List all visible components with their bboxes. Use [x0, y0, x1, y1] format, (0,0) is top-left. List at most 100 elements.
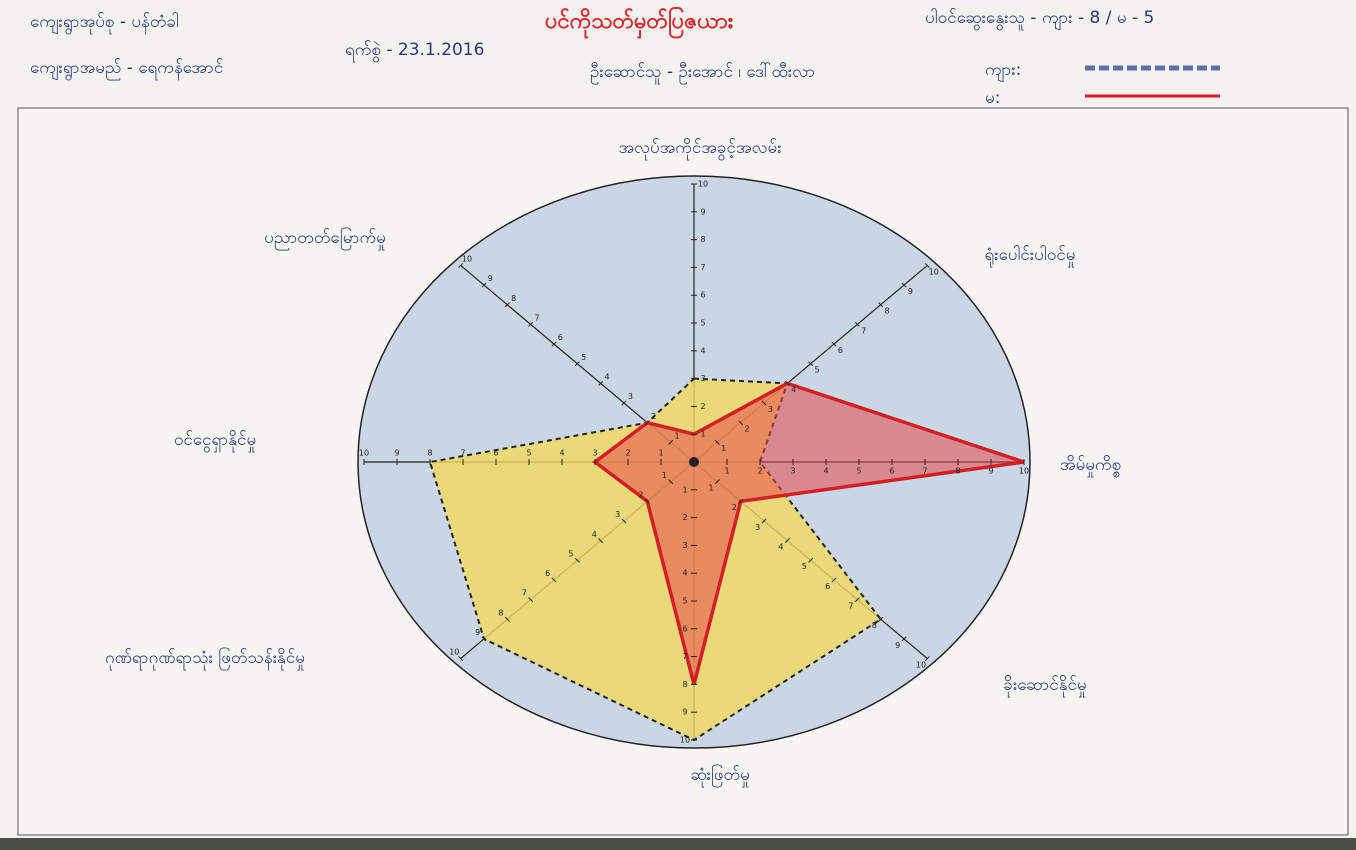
tick-label: 4 — [778, 542, 783, 551]
tick-label: 8 — [427, 449, 432, 458]
tick-label: 7 — [534, 314, 539, 323]
tick-label: 1 — [708, 484, 713, 493]
tick-label: 2 — [651, 412, 656, 421]
legend-label: မ: — [985, 88, 1000, 108]
tick-label: 2 — [744, 425, 749, 434]
axis-label: ဝင်ငွေရှာနိုင်မှု — [174, 430, 256, 453]
tick-label: 8 — [498, 608, 503, 617]
axis-label: အိမ်မှုကိစ္စ — [1060, 455, 1121, 478]
tick-label: 8 — [955, 467, 960, 476]
tick-mark — [808, 361, 814, 367]
tick-label: 1 — [700, 430, 705, 439]
tick-label: 1 — [674, 431, 679, 440]
participants: ပါဝင်ဆွေးနွေးသူ - ကျား - 8 / မ - 5 — [925, 7, 1154, 31]
tick-label: 1 — [662, 471, 667, 480]
tick-label: 5 — [682, 597, 687, 606]
tick-label: 7 — [700, 263, 705, 272]
tick-label: 9 — [488, 274, 493, 283]
tick-mark — [551, 577, 557, 583]
tick-mark — [528, 321, 534, 327]
tick-mark — [621, 518, 627, 524]
tick-label: 9 — [988, 467, 993, 476]
tick-mark — [924, 262, 930, 268]
tick-label: 5 — [581, 353, 586, 362]
date: ရက်စွဲ - 23.1.2016 — [345, 40, 484, 63]
tick-label: 2 — [638, 490, 643, 499]
tick-label: 9 — [908, 287, 913, 296]
tick-label: 4 — [592, 530, 597, 539]
tick-label: 6 — [825, 582, 830, 591]
village: ကျေးရွာအမည် - ရေကန်အောင် — [30, 58, 223, 81]
tick-mark — [504, 302, 510, 308]
tick-mark — [854, 321, 860, 327]
tick-mark — [738, 420, 744, 426]
tick-mark — [458, 656, 464, 662]
tick-label: 1 — [682, 485, 687, 494]
legend-label: ကျား: — [985, 60, 1021, 83]
tick-label: 3 — [615, 510, 620, 519]
axis-label: ပညာတတ်မြောက်မှု — [264, 226, 386, 251]
tick-label: 5 — [856, 467, 861, 476]
tick-label: 4 — [604, 373, 609, 382]
tick-mark — [598, 380, 604, 386]
tick-label: 1 — [724, 467, 729, 476]
tick-mark — [924, 656, 930, 662]
tick-label: 8 — [511, 294, 516, 303]
tick-label: 10 — [929, 267, 939, 276]
axis-label: ဂုဏ်ရာဂုဏ်ရာသုံး ဖြတ်သန်းနိုင်မှု — [105, 646, 305, 671]
tick-mark — [901, 282, 907, 288]
axis-label: ရုံးပေါင်းပါဝင်မှု — [984, 244, 1075, 268]
tick-label: 7 — [460, 449, 465, 458]
tick-label: 6 — [682, 624, 687, 633]
tick-label: 10 — [1019, 467, 1029, 476]
tick-label: 8 — [700, 235, 705, 244]
tick-label: 7 — [522, 589, 527, 598]
tick-label: 4 — [559, 449, 564, 458]
tick-label: 9 — [682, 708, 687, 717]
tick-label: 9 — [475, 628, 480, 637]
tick-label: 1 — [721, 444, 726, 453]
tick-mark — [598, 538, 604, 544]
tick-mark — [551, 341, 557, 347]
tick-mark — [854, 597, 860, 603]
tick-label: 6 — [545, 569, 550, 578]
tick-label: 4 — [791, 385, 796, 394]
tick-mark — [714, 439, 720, 445]
village-tract: ကျေးရွာအုပ်စု - ပန်တံခါ — [30, 11, 179, 35]
axis-label: အလုပ်အကိုင်အခွင့်အလမ်း — [618, 138, 781, 161]
tick-mark — [668, 479, 674, 485]
tick-label: 10 — [359, 449, 369, 458]
tick-mark — [574, 557, 580, 563]
tick-mark — [644, 420, 650, 426]
tick-label: 10 — [462, 255, 472, 264]
tick-label: 6 — [558, 333, 563, 342]
tick-mark — [504, 616, 510, 622]
tick-label: 2 — [757, 467, 762, 476]
tick-label: 4 — [823, 467, 828, 476]
tick-mark — [784, 380, 790, 386]
tick-label: 8 — [884, 307, 889, 316]
tick-label: 10 — [680, 736, 690, 745]
tick-label: 3 — [700, 374, 705, 383]
tick-label: 9 — [394, 449, 399, 458]
tick-label: 2 — [682, 513, 687, 522]
tick-label: 5 — [526, 449, 531, 458]
tick-label: 6 — [889, 467, 894, 476]
tick-mark — [481, 282, 487, 288]
tick-label: 9 — [895, 641, 900, 650]
axis-label: ခိုးဆောင်နိုင်မှု — [1003, 675, 1086, 698]
tick-mark — [878, 302, 884, 308]
tick-mark — [458, 262, 464, 268]
tick-label: 4 — [682, 569, 687, 578]
tick-label: 3 — [682, 541, 687, 550]
facilitators: ဦးဆောင်သူ - ဦးအောင် ၊ ဒေါ်ထီးလာ — [590, 61, 815, 85]
tick-mark — [831, 341, 837, 347]
table-edge — [0, 838, 1356, 850]
tick-mark — [808, 557, 814, 563]
tick-label: 8 — [872, 621, 877, 630]
tick-mark — [901, 636, 907, 642]
tick-label: 4 — [700, 346, 705, 355]
tick-label: 7 — [848, 601, 853, 610]
tick-label: 3 — [790, 467, 795, 476]
